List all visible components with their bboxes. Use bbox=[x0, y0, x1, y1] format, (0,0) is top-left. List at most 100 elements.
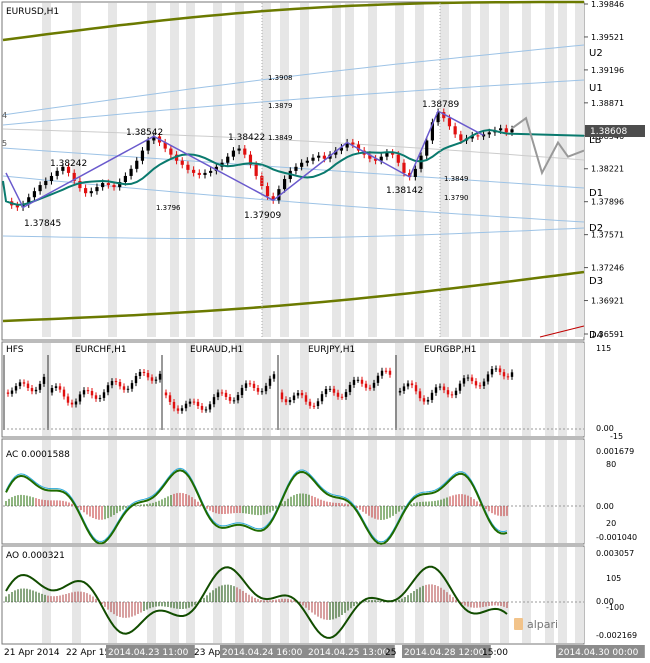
ao-axis-tick-3: 0.00 bbox=[596, 597, 614, 606]
ao-main-line bbox=[5, 565, 508, 639]
fs-candle-body bbox=[320, 394, 324, 402]
fs-candle-body bbox=[236, 395, 240, 401]
fs-candle-body bbox=[332, 388, 336, 393]
channel-red-line bbox=[539, 325, 585, 338]
fs-candle-body bbox=[474, 381, 478, 386]
candle-body bbox=[487, 132, 491, 135]
fs-candle-body bbox=[356, 379, 360, 381]
fs-candle-body bbox=[264, 385, 268, 392]
fs-candle-body bbox=[228, 396, 232, 401]
session-band bbox=[300, 343, 309, 436]
level-labels: U2 U1 LB D1 D2 D3 D4 bbox=[589, 48, 603, 341]
session-band bbox=[462, 440, 471, 543]
fs-candle-body bbox=[380, 370, 384, 376]
fs-candle-body bbox=[340, 396, 344, 398]
candle-body bbox=[197, 172, 201, 175]
fs-candle-body bbox=[256, 387, 260, 392]
fs-candle-body bbox=[90, 391, 94, 396]
time-axis-label: 2014.04.24 16:00 bbox=[222, 648, 303, 658]
candle-body bbox=[140, 150, 145, 161]
candle-body bbox=[470, 135, 474, 139]
candle-body bbox=[294, 166, 298, 171]
ao-panel bbox=[3, 565, 584, 639]
candle-body bbox=[396, 154, 400, 163]
session-band bbox=[235, 440, 244, 543]
fs-candle-body bbox=[384, 370, 388, 372]
fs-candle-body bbox=[398, 390, 402, 393]
fs-candle-body bbox=[196, 401, 200, 406]
fs-pair-label-1: EURCHF,H1 bbox=[75, 345, 127, 355]
fs-candle-body bbox=[126, 388, 130, 390]
session-band bbox=[332, 3, 341, 337]
ao-axis-tick-1: 0.003057 bbox=[596, 549, 634, 558]
candle-body bbox=[163, 142, 167, 149]
session-band bbox=[558, 343, 567, 436]
fs-pair-label-3: EURJPY,H1 bbox=[308, 345, 355, 355]
candle-body bbox=[311, 157, 315, 161]
fs-candle-body bbox=[102, 392, 106, 398]
fs-candle-body bbox=[454, 390, 458, 396]
fs-pair-label-4: EURGBP,H1 bbox=[424, 345, 476, 355]
fs-title: HFS bbox=[6, 345, 24, 355]
fs-candle-body bbox=[114, 381, 118, 383]
session-band bbox=[480, 343, 489, 436]
fs-candle-body bbox=[446, 390, 450, 395]
session-band bbox=[42, 343, 51, 436]
candle-body bbox=[27, 197, 31, 205]
fs-candle-body bbox=[502, 372, 506, 377]
fs-candle-body bbox=[146, 372, 150, 378]
channel-upper-line bbox=[2, 0, 584, 42]
price-axis-label: 1.39196 bbox=[591, 66, 624, 75]
level-label-d2: D2 bbox=[589, 223, 603, 234]
session-band bbox=[300, 440, 309, 543]
candle-body bbox=[152, 136, 156, 141]
channel-inner-line bbox=[2, 147, 585, 189]
fs-candle-body bbox=[434, 387, 438, 393]
time-axis-label: 2014.04.23 11:00 bbox=[108, 648, 189, 658]
session-band bbox=[72, 3, 81, 337]
candle-body bbox=[277, 189, 281, 201]
fs-candle-body bbox=[284, 399, 288, 403]
price-axis-label: 1.36591 bbox=[591, 330, 624, 339]
ao-axis-tick-4: -100 bbox=[606, 603, 624, 612]
time-axis-label: 15:00 bbox=[482, 648, 508, 658]
candle-body bbox=[112, 185, 116, 188]
fs-candle-body bbox=[6, 392, 10, 394]
swing-price-label: 1.38142 bbox=[386, 186, 423, 196]
fs-candle-body bbox=[348, 384, 352, 393]
session-band bbox=[395, 547, 404, 643]
fs-candle-body bbox=[368, 387, 372, 389]
candle-body bbox=[61, 166, 65, 171]
fs-candle-body bbox=[414, 385, 418, 392]
session-band bbox=[500, 547, 509, 643]
session-band bbox=[575, 3, 584, 337]
session-band bbox=[545, 3, 554, 337]
candle-body bbox=[72, 172, 76, 182]
session-band bbox=[480, 547, 489, 643]
fs-candle-body bbox=[106, 385, 110, 393]
fs-candle-body bbox=[172, 401, 176, 409]
candle-body bbox=[459, 134, 463, 141]
fs-candle-body bbox=[50, 387, 54, 393]
session-band bbox=[300, 3, 309, 337]
candle-body bbox=[135, 160, 139, 169]
fs-candle-body bbox=[486, 374, 490, 382]
candle-body bbox=[379, 156, 383, 161]
candle-body bbox=[44, 181, 48, 186]
fs-candle-body bbox=[184, 403, 188, 409]
candle-body bbox=[192, 169, 196, 173]
fs-candle-body bbox=[324, 389, 328, 395]
session-band bbox=[108, 440, 117, 543]
fs-candle-body bbox=[168, 395, 172, 402]
session-band bbox=[440, 3, 449, 337]
candle-body bbox=[226, 156, 230, 163]
session-band bbox=[262, 3, 271, 337]
fs-candle-body bbox=[164, 392, 168, 396]
candle-body bbox=[66, 166, 71, 173]
price-axis-label: 1.36921 bbox=[591, 297, 624, 306]
fs-candle-body bbox=[466, 377, 470, 379]
left-edge-mark-2: 5 bbox=[2, 139, 7, 148]
session-band bbox=[368, 3, 377, 337]
